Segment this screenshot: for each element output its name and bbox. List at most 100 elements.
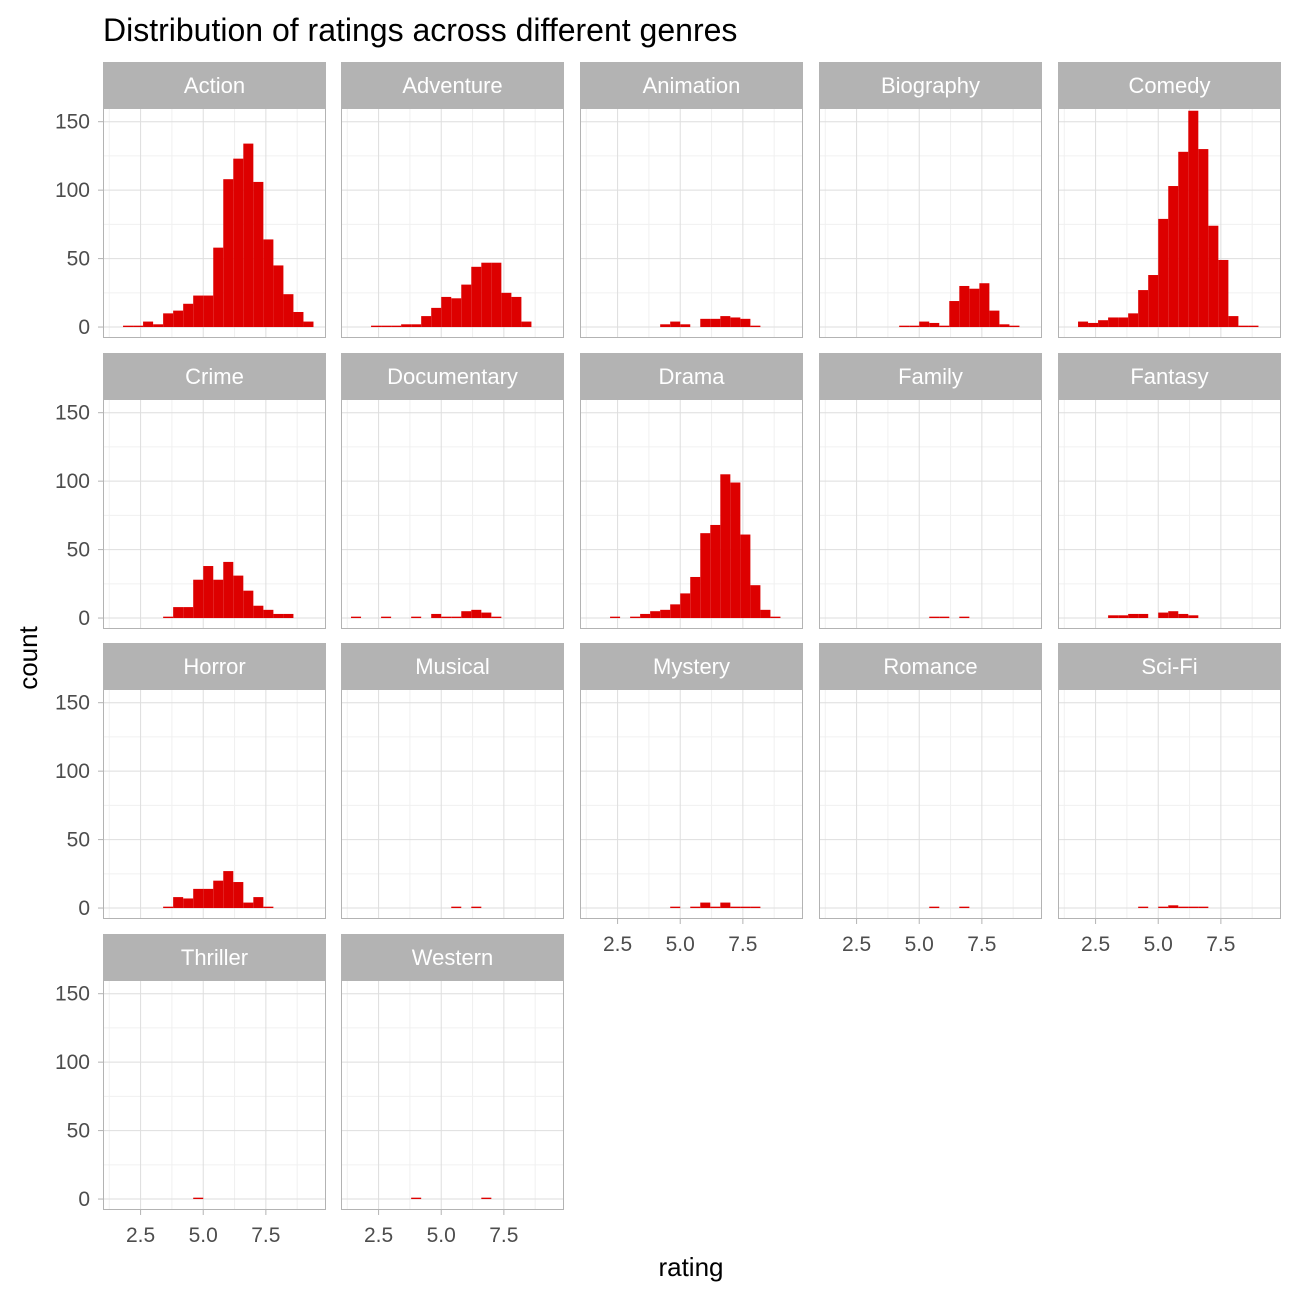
histogram-bar xyxy=(1208,225,1219,328)
histogram-bar xyxy=(451,616,462,619)
x-tick-label: 5.0 xyxy=(1144,933,1173,956)
x-tick-label: 5.0 xyxy=(666,933,695,956)
histogram-bar xyxy=(213,247,224,328)
y-axis-title: count xyxy=(13,625,43,689)
panel-border xyxy=(580,108,803,338)
histogram-bar xyxy=(670,604,681,619)
histogram-bar xyxy=(1098,320,1109,328)
histogram-bar xyxy=(381,616,392,619)
facet-panel-documentary: Documentary xyxy=(341,353,564,629)
facet-strip-label: Sci-Fi xyxy=(1141,654,1197,679)
histogram-bar xyxy=(471,609,482,619)
histogram-bar xyxy=(223,179,234,328)
x-tick-label: 2.5 xyxy=(364,1224,393,1247)
y-tick-label: 150 xyxy=(55,402,90,425)
histogram-bar xyxy=(969,288,980,328)
histogram-bar xyxy=(283,294,294,328)
facet-panel-horror: Horror 0 50 100 150 xyxy=(55,643,326,920)
panel-background xyxy=(819,399,1042,629)
facet-strip-label: Fantasy xyxy=(1130,364,1208,389)
histogram-bar xyxy=(680,324,691,328)
histogram-bar xyxy=(700,533,711,619)
facet-strip xyxy=(819,353,1042,399)
histogram-bar xyxy=(660,324,671,328)
histogram-bar xyxy=(740,534,751,619)
y-tick-label: 0 xyxy=(78,1188,90,1211)
histogram-bar xyxy=(183,898,194,909)
y-tick-label: 150 xyxy=(55,692,90,715)
facet-panel-sci-fi: Sci-Fi 2.5 5.0 7.5 xyxy=(1058,643,1281,956)
histogram-bar xyxy=(253,181,264,328)
histogram-bar xyxy=(501,292,512,328)
facet-strip xyxy=(103,62,326,108)
facet-panel-thriller: Thriller 0 50 100 150 2.5 5.0 7.5 xyxy=(55,934,326,1247)
histogram-bar xyxy=(173,607,184,619)
histogram-bar xyxy=(481,262,492,328)
histogram-bar xyxy=(949,301,960,328)
histogram-bar xyxy=(1238,325,1249,328)
panel-border xyxy=(1058,399,1281,629)
histogram-bar xyxy=(303,321,314,328)
facet-strip-label: Western xyxy=(412,945,494,970)
facet-strip xyxy=(580,353,803,399)
facet-panel-drama: Drama xyxy=(580,353,803,629)
facet-strip xyxy=(580,62,803,108)
panel-border xyxy=(103,108,326,338)
histogram-bar xyxy=(481,612,492,619)
facet-strip xyxy=(819,62,1042,108)
facet-strip-label: Drama xyxy=(658,364,725,389)
facet-strip-label: Family xyxy=(898,364,963,389)
x-tick-label: 7.5 xyxy=(967,933,996,956)
histogram-bar xyxy=(511,296,522,328)
histogram-bar xyxy=(690,906,701,909)
panel-background xyxy=(341,689,564,919)
panel-background xyxy=(819,689,1042,919)
histogram-bar xyxy=(1128,313,1139,328)
facet-panel-crime: Crime 0 50 100 150 xyxy=(55,353,326,630)
facet-strip xyxy=(580,643,803,689)
panel-border xyxy=(819,399,1042,629)
x-tick-label: 7.5 xyxy=(489,1224,518,1247)
histogram-bar xyxy=(959,616,970,619)
histogram-bar xyxy=(710,906,721,909)
histogram-bar xyxy=(421,316,432,328)
facet-strip xyxy=(1058,643,1281,689)
histogram-bar xyxy=(263,239,274,328)
histogram-bar xyxy=(263,906,274,909)
facet-panel-adventure: Adventure xyxy=(341,62,564,338)
facet-grid: Action 0 50 100 150 Adventure Animation Biograp… xyxy=(55,62,1281,1247)
histogram-bar xyxy=(720,474,731,619)
histogram-bar xyxy=(273,265,284,328)
histogram-bar xyxy=(959,285,970,328)
x-tick-label: 7.5 xyxy=(1206,933,1235,956)
histogram-bar xyxy=(989,310,1000,328)
x-tick-label: 2.5 xyxy=(126,1224,155,1247)
y-tick-label: 50 xyxy=(67,539,90,562)
facet-panel-musical: Musical xyxy=(341,643,564,919)
histogram-bar xyxy=(391,325,402,328)
panel-background xyxy=(819,108,1042,338)
facet-strip xyxy=(103,934,326,980)
histogram-bar xyxy=(381,325,392,328)
facet-strip xyxy=(341,353,564,399)
histogram-bar xyxy=(1188,110,1199,328)
facet-panel-western: Western 2.5 5.0 7.5 xyxy=(341,934,564,1247)
histogram-bar xyxy=(1118,615,1129,619)
panel-background xyxy=(1058,689,1281,919)
histogram-bar xyxy=(461,611,472,619)
panel-border xyxy=(103,689,326,919)
histogram-bar xyxy=(660,609,671,619)
facet-panel-mystery: Mystery 2.5 5.0 7.5 xyxy=(580,643,803,956)
facet-strip-label: Biography xyxy=(881,73,980,98)
histogram-bar xyxy=(1198,149,1209,328)
histogram-bar xyxy=(521,321,532,328)
histogram-bar xyxy=(1108,615,1119,619)
histogram-bar xyxy=(720,316,731,328)
histogram-bar xyxy=(451,906,462,909)
histogram-bar xyxy=(123,325,134,328)
histogram-bar xyxy=(243,902,254,909)
histogram-bar xyxy=(163,313,174,328)
y-tick-label: 0 xyxy=(78,897,90,920)
histogram-bar xyxy=(750,585,761,619)
